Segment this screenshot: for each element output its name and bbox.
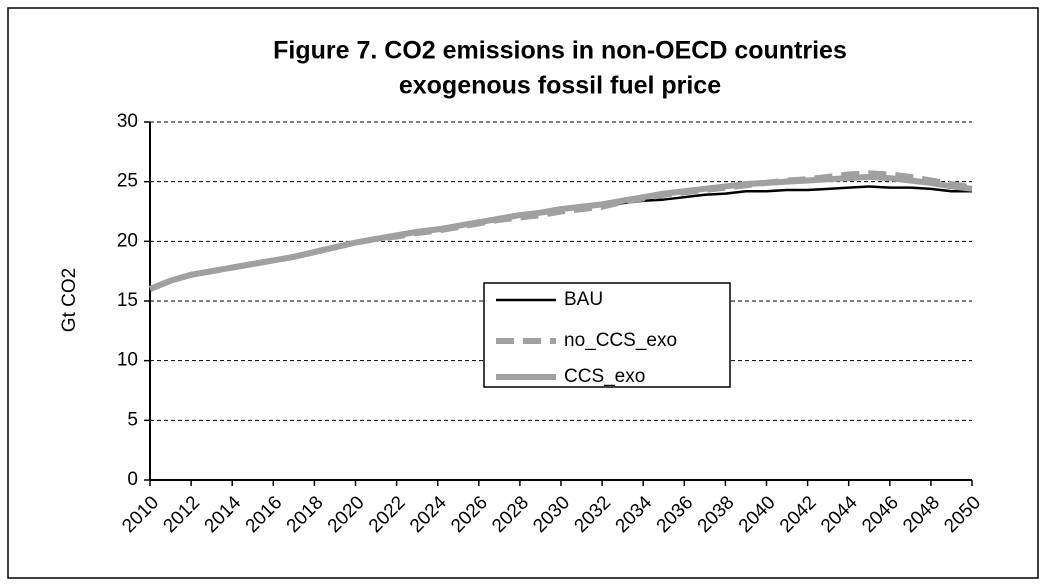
y-tick-label: 20 bbox=[117, 230, 138, 251]
y-tick-label: 15 bbox=[117, 290, 138, 311]
legend-label: BAU bbox=[564, 289, 603, 310]
series-line bbox=[148, 173, 973, 292]
chart-title: exogenous fossil fuel price bbox=[399, 72, 721, 100]
chart-title: Figure 7. CO2 emissions in non-OECD coun… bbox=[273, 37, 847, 65]
y-tick-label: 10 bbox=[117, 350, 138, 371]
legend-label: no_CCS_exo bbox=[564, 330, 677, 351]
y-tick-label: 0 bbox=[127, 469, 138, 490]
y-tick-label: 30 bbox=[117, 111, 138, 132]
y-tick-label: 5 bbox=[127, 409, 138, 430]
y-axis-label: Gt CO2 bbox=[59, 268, 80, 332]
y-tick-label: 25 bbox=[117, 171, 138, 192]
legend-label: CCS_exo bbox=[564, 366, 645, 387]
